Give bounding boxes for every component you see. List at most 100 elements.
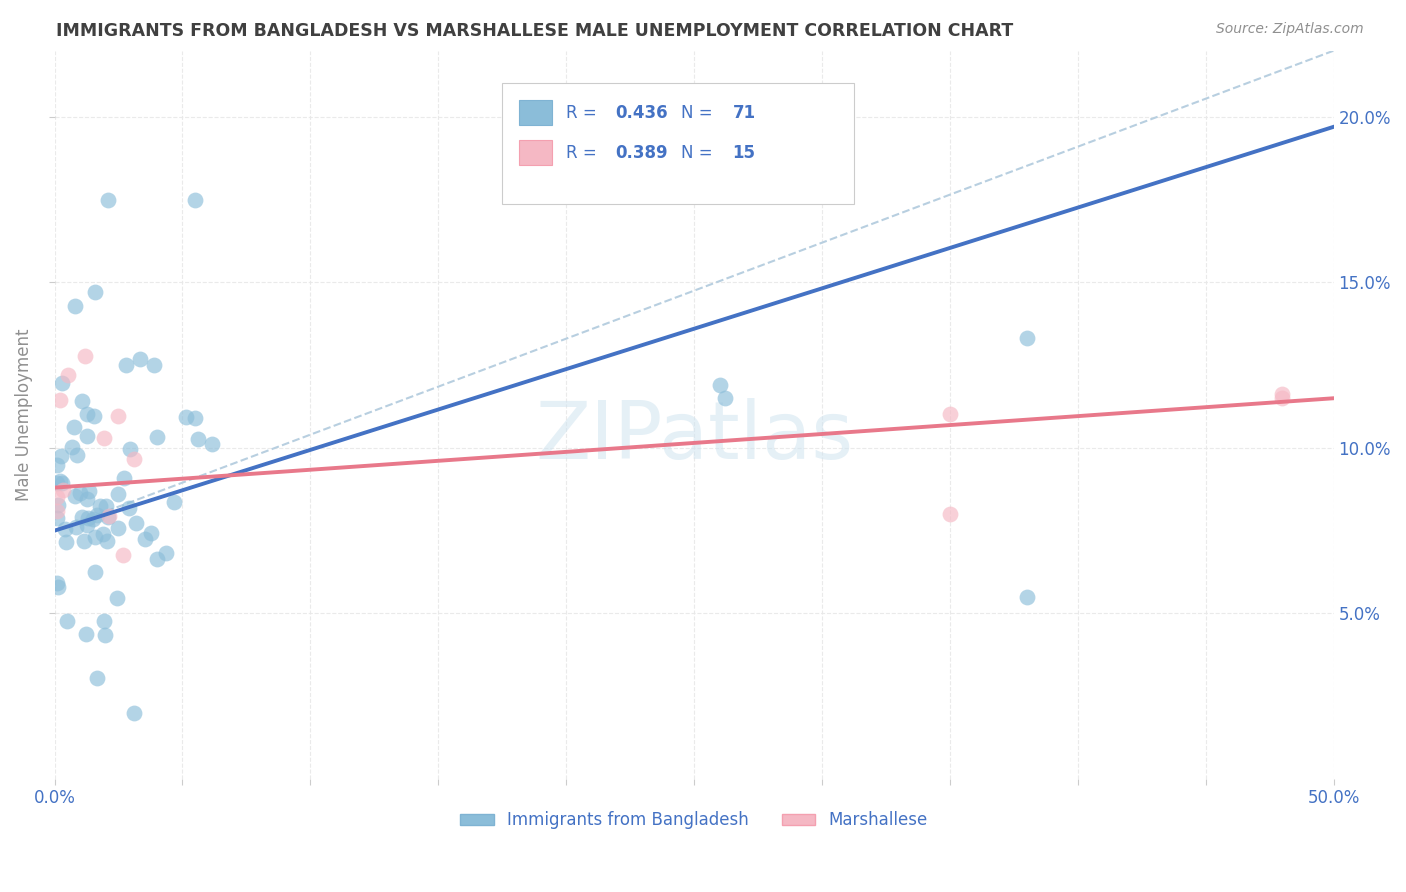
Point <box>107 487 129 501</box>
Point <box>46 458 69 472</box>
Point <box>55 614 77 628</box>
Point <box>51 376 73 390</box>
Point <box>49 475 72 489</box>
Point <box>107 409 129 423</box>
Point <box>55 535 77 549</box>
Point <box>139 526 162 541</box>
Point <box>77 483 100 498</box>
Text: R =: R = <box>567 103 602 121</box>
Point <box>46 576 69 591</box>
Point <box>201 437 224 451</box>
Point <box>69 485 91 500</box>
Point <box>46 511 69 525</box>
Point <box>96 534 118 549</box>
Point <box>93 614 115 628</box>
Point <box>66 448 89 462</box>
Y-axis label: Male Unemployment: Male Unemployment <box>15 328 32 501</box>
Point <box>72 510 94 524</box>
Point <box>52 483 75 497</box>
Point <box>73 349 96 363</box>
Point <box>184 411 207 425</box>
Text: 71: 71 <box>733 103 755 121</box>
Point <box>46 491 69 505</box>
Point <box>187 432 209 446</box>
Point <box>1015 590 1038 604</box>
Point <box>55 522 77 536</box>
Point <box>83 409 105 424</box>
Point <box>46 580 69 594</box>
Point <box>1015 331 1038 345</box>
Point <box>98 508 121 523</box>
FancyBboxPatch shape <box>519 140 553 165</box>
Point <box>118 501 141 516</box>
Point <box>86 508 108 522</box>
Text: R =: R = <box>567 144 602 161</box>
Point <box>163 494 186 508</box>
Text: IMMIGRANTS FROM BANGLADESH VS MARSHALLESE MALE UNEMPLOYMENT CORRELATION CHART: IMMIGRANTS FROM BANGLADESH VS MARSHALLES… <box>56 22 1014 40</box>
Point <box>63 420 86 434</box>
Point <box>105 591 128 605</box>
Point <box>125 516 148 530</box>
Point <box>49 392 72 407</box>
Point <box>122 706 145 720</box>
Text: Source: ZipAtlas.com: Source: ZipAtlas.com <box>1216 22 1364 37</box>
Point <box>46 476 69 491</box>
Point <box>146 430 169 444</box>
Point <box>56 368 79 382</box>
Point <box>86 671 108 685</box>
Point <box>83 565 105 579</box>
Point <box>97 193 120 207</box>
Text: ZIPatlas: ZIPatlas <box>536 398 853 475</box>
Point <box>174 410 197 425</box>
FancyBboxPatch shape <box>502 84 853 203</box>
Point <box>76 518 98 533</box>
Point <box>76 492 98 507</box>
Point <box>1271 387 1294 401</box>
FancyBboxPatch shape <box>519 100 553 125</box>
Point <box>97 509 120 524</box>
Point <box>77 511 100 525</box>
Point <box>83 530 105 544</box>
Point <box>107 521 129 535</box>
Point <box>72 393 94 408</box>
Point <box>51 475 73 490</box>
Legend: Immigrants from Bangladesh, Marshallese: Immigrants from Bangladesh, Marshallese <box>454 805 935 836</box>
Point <box>46 504 69 518</box>
Text: N =: N = <box>682 103 718 121</box>
Point <box>84 285 107 300</box>
Point <box>155 546 177 560</box>
Point <box>112 548 135 562</box>
Point <box>115 358 138 372</box>
Point <box>89 499 111 513</box>
Point <box>63 299 86 313</box>
Point <box>93 431 115 445</box>
Text: N =: N = <box>682 144 718 161</box>
Point <box>120 442 142 456</box>
Text: 0.389: 0.389 <box>614 144 668 161</box>
Point <box>143 358 166 372</box>
Point <box>46 498 69 512</box>
Point <box>184 193 207 207</box>
Point <box>60 440 83 454</box>
Point <box>939 507 962 521</box>
Point <box>134 532 156 546</box>
Point <box>94 500 117 514</box>
Point <box>94 628 117 642</box>
Point <box>73 533 96 548</box>
Point <box>49 449 72 463</box>
Point <box>76 429 98 443</box>
Point <box>76 407 98 421</box>
Point <box>1271 391 1294 405</box>
Point <box>939 408 962 422</box>
Point <box>75 627 97 641</box>
Point <box>713 391 735 405</box>
Point <box>91 527 114 541</box>
Point <box>122 451 145 466</box>
Point <box>709 378 731 392</box>
Point <box>65 489 87 503</box>
Point <box>82 512 104 526</box>
Text: 0.436: 0.436 <box>614 103 668 121</box>
Point <box>146 552 169 566</box>
Text: 15: 15 <box>733 144 755 161</box>
Point <box>128 352 150 367</box>
